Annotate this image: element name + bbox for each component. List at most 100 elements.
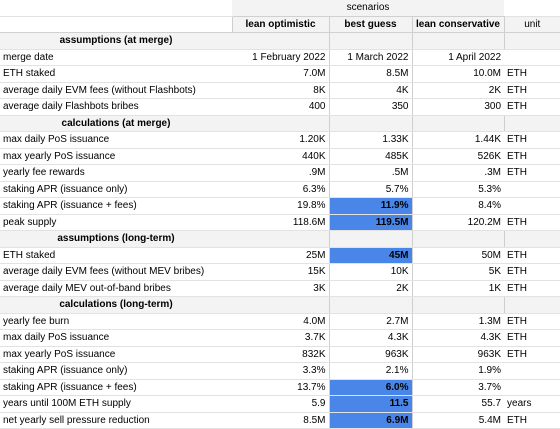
row-label-cell[interactable]: ETH staked [0,65,232,83]
value-cell-lean-conservative[interactable]: 8.4% [411,197,505,215]
unit-cell[interactable]: ETH [504,280,560,297]
section-empty-cell[interactable] [328,230,412,248]
value-cell-lean-optimistic[interactable]: 440K [232,148,329,165]
value-cell-lean-conservative[interactable]: 1.44K [411,131,505,149]
section-title-cell[interactable]: calculations (long-term) [0,296,232,314]
value-cell-lean-optimistic[interactable]: 3K [232,280,329,297]
value-cell-lean-optimistic[interactable]: 1.20K [232,131,329,149]
scenarios-header-cell[interactable]: scenarios [232,0,505,17]
row-label-cell[interactable]: yearly fee burn [0,313,232,330]
unit-cell[interactable]: ETH [504,82,560,99]
header-corner-cell[interactable] [0,0,232,17]
column-header-unit[interactable]: unit [503,16,560,33]
section-empty-cell[interactable] [232,32,329,50]
value-cell-best-guess[interactable]: 5.7% [328,181,412,198]
row-label-cell[interactable]: max yearly PoS issuance [0,346,232,363]
row-label-cell[interactable]: net yearly sell pressure reduction [0,412,232,429]
value-cell-best-guess[interactable]: 119.5M [328,214,412,231]
value-cell-lean-optimistic[interactable]: 25M [232,247,329,264]
section-empty-cell[interactable] [503,115,560,132]
value-cell-lean-optimistic[interactable]: 3.7K [232,329,329,347]
value-cell-lean-optimistic[interactable]: 118.6M [232,214,329,231]
column-header-lean-optimistic[interactable]: lean optimistic [231,16,329,33]
value-cell-best-guess[interactable]: 45M [328,247,412,264]
value-cell-best-guess[interactable]: 11.5 [328,395,412,413]
row-label-cell[interactable]: staking APR (issuance only) [0,181,232,198]
unit-cell[interactable]: ETH [504,98,560,116]
value-cell-lean-optimistic[interactable]: 13.7% [232,379,329,396]
value-cell-best-guess[interactable]: 350 [328,98,412,116]
section-empty-cell[interactable] [411,296,505,314]
section-empty-cell[interactable] [232,296,329,314]
column-header-lean-conservative[interactable]: lean conservative [411,16,505,33]
unit-cell[interactable]: ETH [504,247,560,264]
section-title-cell[interactable]: assumptions (at merge) [0,32,232,50]
value-cell-lean-conservative[interactable]: 1.9% [411,362,505,380]
value-cell-lean-conservative[interactable]: 526K [411,148,505,165]
row-label-cell[interactable]: yearly fee rewards [0,164,232,182]
section-empty-cell[interactable] [411,230,505,248]
row-label-cell[interactable]: years until 100M ETH supply [0,395,232,413]
section-title-cell[interactable]: assumptions (long-term) [0,230,232,248]
value-cell-lean-conservative[interactable]: .3M [411,164,505,182]
value-cell-best-guess[interactable]: 1 March 2022 [328,49,412,66]
value-cell-lean-conservative[interactable]: 50M [411,247,505,264]
column-header-best-guess[interactable]: best guess [328,16,412,33]
value-cell-lean-conservative[interactable]: 4.3K [411,329,505,347]
row-label-cell[interactable]: average daily EVM fees (without MEV brib… [0,263,232,281]
unit-cell[interactable] [504,362,560,380]
row-label-cell[interactable]: peak supply [0,214,232,231]
value-cell-best-guess[interactable]: 4K [328,82,412,99]
row-label-cell[interactable]: average daily Flashbots bribes [0,98,232,116]
value-cell-lean-optimistic[interactable]: 7.0M [232,65,329,83]
row-label-cell[interactable]: max yearly PoS issuance [0,148,232,165]
section-empty-cell[interactable] [503,296,560,314]
row-label-cell[interactable]: average daily EVM fees (without Flashbot… [0,82,232,99]
row-label-cell[interactable]: max daily PoS issuance [0,131,232,149]
unit-cell[interactable]: ETH [504,131,560,149]
value-cell-best-guess[interactable]: 11.9% [328,197,412,215]
value-cell-lean-conservative[interactable]: 1.3M [411,313,505,330]
section-empty-cell[interactable] [328,115,412,132]
unit-cell[interactable] [504,379,560,396]
value-cell-best-guess[interactable]: 2K [328,280,412,297]
value-cell-lean-conservative[interactable]: 120.2M [411,214,505,231]
unit-cell[interactable] [504,181,560,198]
unit-cell[interactable]: ETH [504,329,560,347]
row-label-cell[interactable]: max daily PoS issuance [0,329,232,347]
value-cell-lean-optimistic[interactable]: 8K [232,82,329,99]
header-blank-cell[interactable] [504,0,560,17]
value-cell-lean-optimistic[interactable]: 8.5M [232,412,329,429]
value-cell-best-guess[interactable]: 963K [328,346,412,363]
value-cell-lean-conservative[interactable]: 1 April 2022 [411,49,505,66]
unit-cell[interactable]: ETH [504,164,560,182]
value-cell-lean-optimistic[interactable]: 400 [232,98,329,116]
row-label-cell[interactable]: ETH staked [0,247,232,264]
value-cell-lean-conservative[interactable]: 5.3% [411,181,505,198]
value-cell-lean-optimistic[interactable]: 5.9 [232,395,329,413]
section-empty-cell[interactable] [232,115,329,132]
section-empty-cell[interactable] [232,230,329,248]
value-cell-lean-conservative[interactable]: 1K [411,280,505,297]
unit-cell[interactable]: ETH [504,346,560,363]
value-cell-best-guess[interactable]: 6.0% [328,379,412,396]
value-cell-best-guess[interactable]: 2.1% [328,362,412,380]
value-cell-lean-optimistic[interactable]: 19.8% [232,197,329,215]
value-cell-best-guess[interactable]: 485K [328,148,412,165]
value-cell-lean-conservative[interactable]: 5K [411,263,505,281]
unit-cell[interactable]: years [504,395,560,413]
value-cell-lean-conservative[interactable]: 10.0M [411,65,505,83]
row-label-cell[interactable]: staking APR (issuance + fees) [0,197,232,215]
value-cell-lean-conservative[interactable]: 3.7% [411,379,505,396]
section-empty-cell[interactable] [411,32,505,50]
value-cell-best-guess[interactable]: 10K [328,263,412,281]
value-cell-lean-optimistic[interactable]: 1 February 2022 [232,49,329,66]
value-cell-lean-conservative[interactable]: 300 [411,98,505,116]
section-empty-cell[interactable] [411,115,505,132]
value-cell-best-guess[interactable]: 2.7M [328,313,412,330]
section-empty-cell[interactable] [328,32,412,50]
value-cell-lean-optimistic[interactable]: 832K [232,346,329,363]
value-cell-best-guess[interactable]: 6.9M [328,412,412,429]
value-cell-best-guess[interactable]: 4.3K [328,329,412,347]
unit-cell[interactable]: ETH [504,65,560,83]
